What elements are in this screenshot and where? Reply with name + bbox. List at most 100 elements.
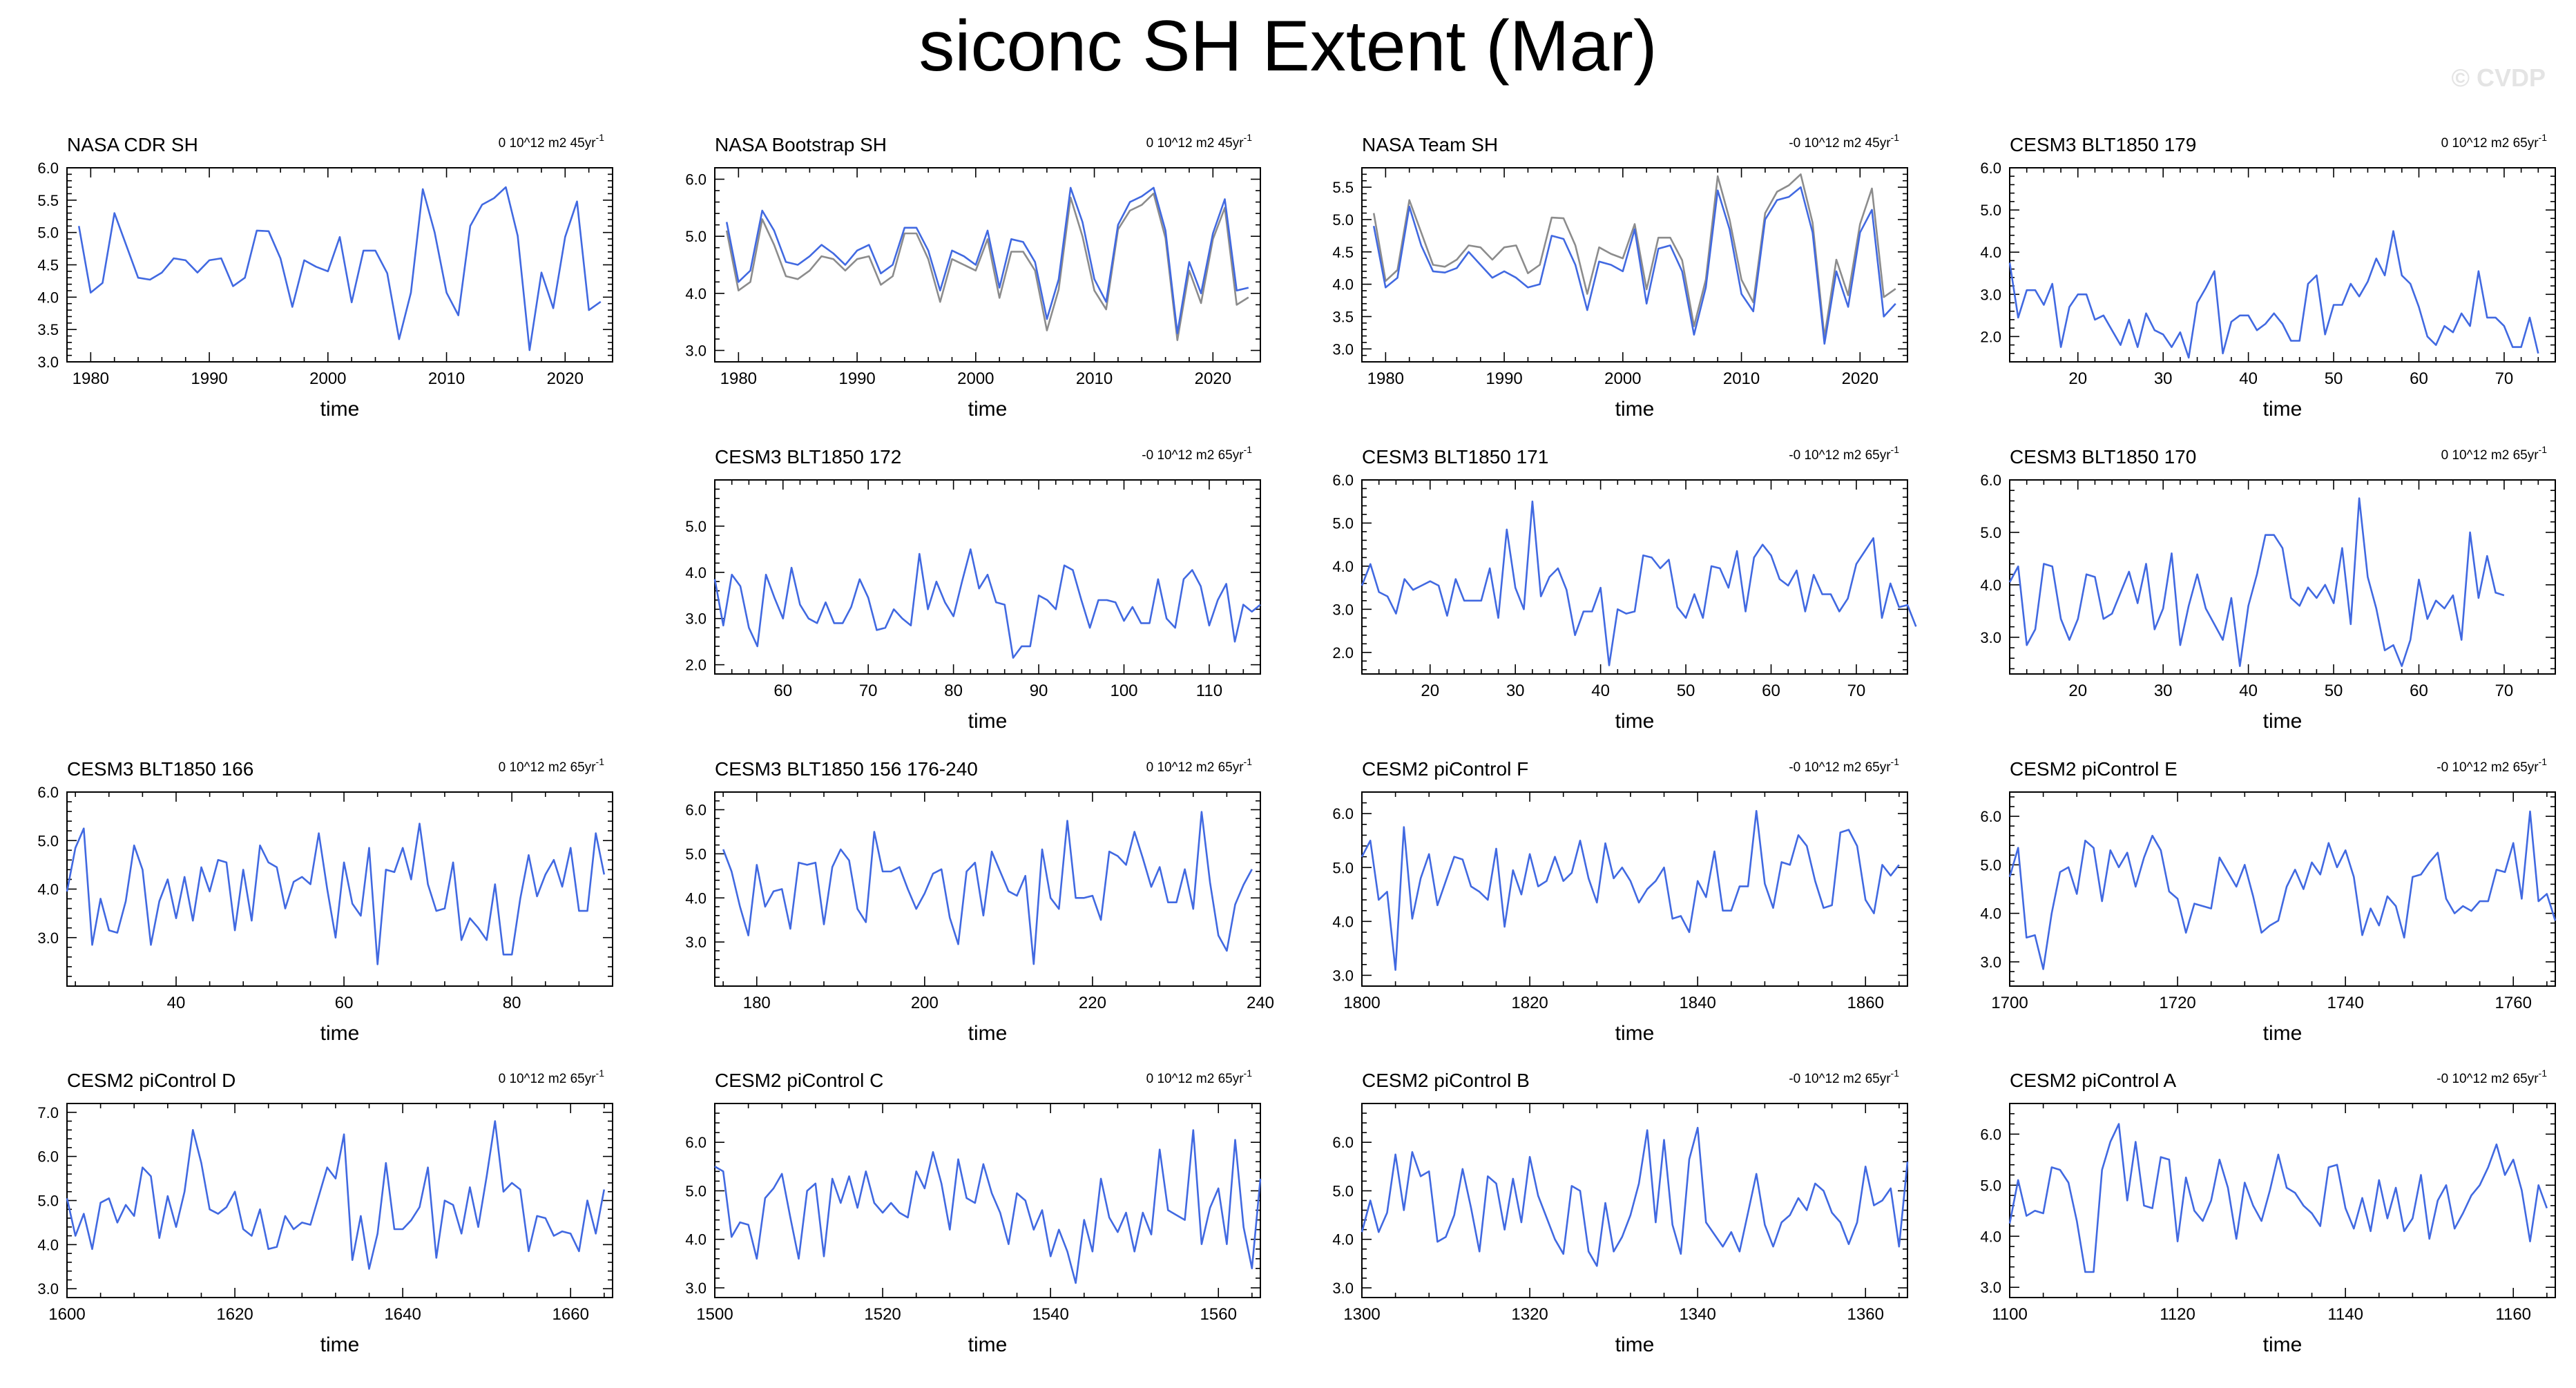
- y-tick-label: 5.0: [1980, 202, 2001, 219]
- y-tick-label: 6.0: [37, 784, 59, 801]
- x-axis-label: time: [1615, 398, 1655, 421]
- plot-frame: [714, 1103, 1261, 1298]
- plot-frame: [66, 791, 613, 987]
- plot-frame: [2009, 791, 2556, 987]
- x-tick-label: 1100: [1992, 1305, 2028, 1324]
- y-tick-label: 3.0: [37, 354, 59, 371]
- y-tick-label: 4.5: [37, 257, 59, 274]
- y-tick-label: 5.0: [1980, 524, 2001, 541]
- panel-title: NASA CDR SH: [67, 134, 198, 155]
- y-tick-label: 6.0: [685, 802, 707, 819]
- x-tick-label: 50: [2325, 682, 2343, 700]
- y-tick-label: 5.0: [37, 832, 59, 849]
- panel-title: CESM2 piControl B: [1362, 1070, 1530, 1091]
- panel-cesm2-b: 1300 1320 1340 1360 3.0 4.0 5.0 6.0 CESM2 piCont…: [1332, 1068, 1909, 1356]
- y-tick-label: 6.0: [1332, 1134, 1354, 1151]
- panel-cesm2-a: 1100 1120 1140 1160 3.0 4.0 5.0 6.0 CESM2 piCont…: [1980, 1068, 2556, 1356]
- x-tick-label: 1140: [2327, 1305, 2363, 1324]
- x-tick-label: 1990: [1486, 369, 1522, 388]
- y-tick-label: 6.0: [37, 1148, 59, 1166]
- watermark: © CVDP: [2451, 64, 2546, 92]
- y-tick-label: 4.0: [1332, 1231, 1354, 1249]
- page-title: siconc SH Extent (Mar): [919, 6, 1657, 86]
- panel-title: CESM3 BLT1850 172: [715, 446, 901, 468]
- y-tick-label: 4.0: [1332, 276, 1354, 293]
- x-tick-label: 1620: [216, 1305, 253, 1324]
- y-tick-label: 6.0: [1980, 472, 2001, 489]
- x-tick-label: 2020: [1842, 369, 1878, 388]
- y-tick-label: 4.0: [685, 1231, 707, 1249]
- x-tick-label: 2000: [1604, 369, 1641, 388]
- y-tick-label: 3.0: [1980, 1279, 2001, 1296]
- x-tick-label: 30: [2154, 369, 2173, 388]
- y-tick-label: 2.0: [685, 657, 707, 674]
- series-line-0: [713, 548, 1261, 659]
- x-tick-label: 40: [2239, 682, 2258, 700]
- y-tick-label: 5.5: [1332, 179, 1354, 196]
- panel-nasa-cdr: 1980 1990 2000 2010 2020 3.0 3.5 4.0 4.5 5.0 5.5 6.…: [37, 132, 613, 421]
- x-tick-label: 1300: [1343, 1305, 1380, 1324]
- y-tick-label: 4.0: [1980, 244, 2001, 261]
- x-axis-label: time: [1615, 1022, 1655, 1045]
- x-tick-label: 1990: [191, 369, 227, 388]
- y-tick-label: 3.0: [1332, 967, 1354, 984]
- y-tick-label: 5.0: [1332, 859, 1354, 876]
- trend-label: 0 10^12 m2 65yr-1: [2441, 444, 2548, 463]
- x-tick-label: 50: [1677, 682, 1695, 700]
- x-tick-label: 2000: [957, 369, 994, 388]
- panel-cesm3-179: 20 30 40 50 60 70 2.0 3.0 4.0 5.0 6.0 CESM3 BLT1850…: [1980, 132, 2556, 421]
- panel-title: NASA Team SH: [1362, 134, 1498, 155]
- trend-label: 0 10^12 m2 65yr-1: [499, 756, 605, 775]
- series-line-0: [2008, 810, 2557, 970]
- y-tick-label: 3.0: [1332, 601, 1354, 618]
- panel-title: CESM2 piControl F: [1362, 758, 1528, 780]
- x-tick-label: 1740: [2327, 994, 2363, 1012]
- y-tick-label: 3.0: [685, 934, 707, 951]
- x-tick-label: 1540: [1032, 1305, 1068, 1324]
- trend-label: 0 10^12 m2 65yr-1: [1146, 1068, 1253, 1086]
- y-tick-label: 3.0: [1332, 340, 1354, 358]
- y-tick-label: 6.0: [1332, 805, 1354, 822]
- plot-frame: [714, 167, 1261, 363]
- trend-label: -0 10^12 m2 65yr-1: [1789, 1068, 1899, 1086]
- series-line-0: [1361, 810, 1900, 971]
- panel-cesm3-171: 20 30 40 50 60 70 2.0 3.0 4.0 5.0 6.0 CESM3 BLT1850…: [1332, 444, 1917, 733]
- x-tick-label: 1820: [1511, 994, 1548, 1012]
- plot-frame: [2009, 167, 2556, 363]
- x-tick-label: 20: [2068, 682, 2087, 700]
- x-tick-label: 90: [1030, 682, 1048, 700]
- x-axis-label: time: [320, 1333, 360, 1356]
- panel-title: CESM2 piControl C: [715, 1070, 883, 1091]
- y-tick-label: 5.0: [37, 1193, 59, 1210]
- y-tick-label: 4.0: [685, 889, 707, 907]
- x-axis-label: time: [2263, 1022, 2303, 1045]
- x-tick-label: 80: [944, 682, 963, 700]
- y-tick-label: 4.0: [1980, 1228, 2001, 1245]
- y-tick-label: 4.0: [37, 289, 59, 306]
- y-tick-label: 5.0: [1332, 514, 1354, 532]
- panel-cesm2-f: 1800 1820 1840 1860 3.0 4.0 5.0 6.0 CESM2 piCont…: [1332, 756, 1908, 1045]
- y-tick-label: 3.0: [1332, 1280, 1354, 1297]
- x-axis-label: time: [968, 398, 1008, 421]
- x-tick-label: 40: [2239, 369, 2258, 388]
- y-tick-label: 3.0: [37, 929, 59, 947]
- y-tick-label: 5.0: [685, 845, 707, 862]
- y-tick-label: 3.5: [1332, 308, 1354, 325]
- panel-cesm3-170: 20 30 40 50 60 70 3.0 4.0 5.0 6.0 CESM3 BLT1850 17…: [1980, 444, 2556, 733]
- y-tick-label: 6.0: [685, 1134, 707, 1151]
- y-tick-label: 5.0: [685, 1182, 707, 1199]
- panel-nasa-bootstrap: 1980 1990 2000 2010 2020 3.0 4.0 5.0 6.0 NASA Boo…: [685, 132, 1261, 421]
- trend-label: -0 10^12 m2 65yr-1: [1789, 444, 1899, 463]
- y-tick-label: 3.0: [685, 342, 707, 359]
- y-tick-label: 4.0: [37, 1236, 59, 1253]
- trend-label: 0 10^12 m2 45yr-1: [499, 132, 605, 151]
- x-tick-label: 1340: [1679, 1305, 1715, 1324]
- x-axis-label: time: [968, 1333, 1008, 1356]
- panel-cesm3-166: 40 60 80 3.0 4.0 5.0 6.0 CESM3 BLT1850 166 0 10^…: [37, 756, 613, 1045]
- y-tick-label: 5.0: [1980, 856, 2001, 874]
- x-tick-label: 2010: [1723, 369, 1760, 388]
- y-tick-label: 4.0: [1980, 905, 2001, 923]
- y-tick-label: 6.0: [685, 171, 707, 189]
- x-axis-label: time: [2263, 398, 2303, 421]
